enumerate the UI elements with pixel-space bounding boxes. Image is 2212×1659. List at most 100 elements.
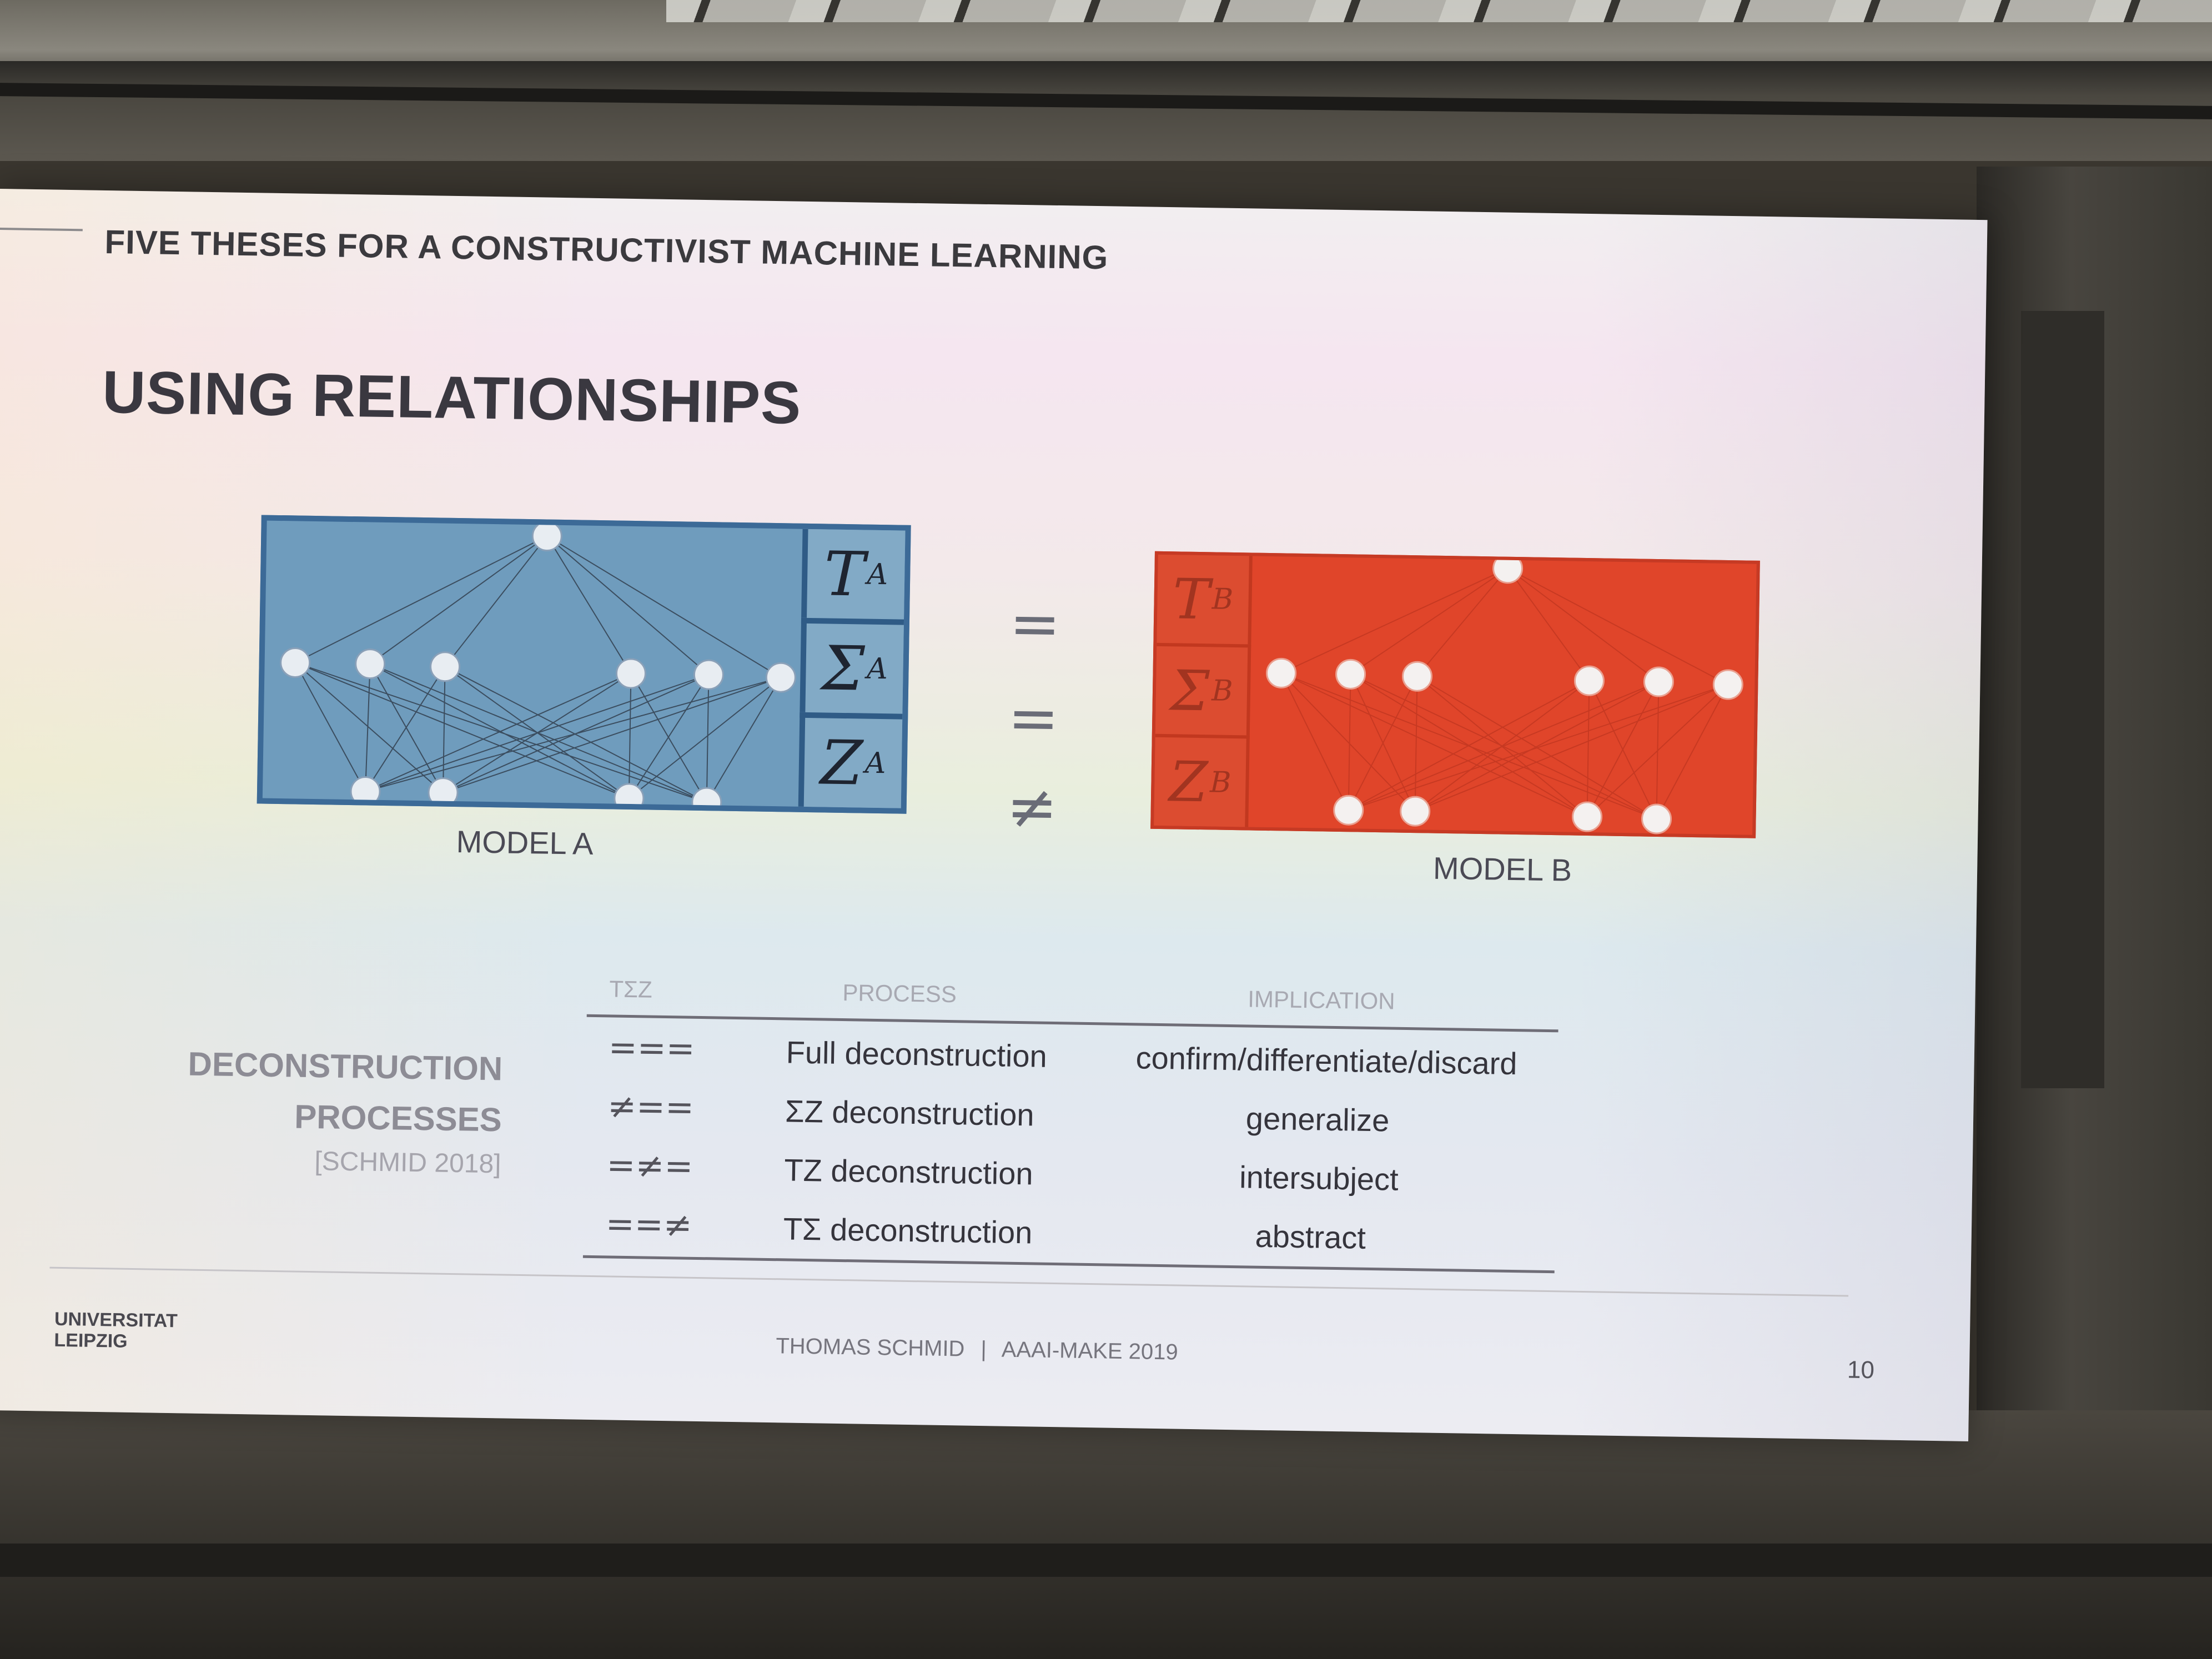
network-edge [1415,681,1659,812]
network-node [1712,669,1743,700]
footer-rule [49,1266,1849,1297]
network-edge [1586,684,1729,817]
network-node [1643,666,1674,697]
network-edge [1507,567,1660,682]
row-symbol: === [608,1027,696,1069]
column-header-implication: IMPLICATION [1247,986,1395,1014]
projected-slide: FIVE THESES FOR A CONSTRUCTIVIST MACHINE… [0,189,1988,1441]
row-implication: abstract [1255,1218,1366,1255]
network-edge [370,535,547,665]
network-node [1333,795,1364,826]
network-edge [365,677,781,792]
network-edge [1280,672,1349,811]
relation-sigma: = [1007,682,1060,755]
row-symbol: ==≠ [605,1203,693,1245]
logo-line2: LEIPZIG [54,1329,128,1352]
param-symbol: Z [1168,749,1209,815]
row-process: TΣ deconstruction [783,1211,1033,1250]
network-edge [365,666,446,792]
row-process: TZ deconstruction [783,1152,1034,1192]
network-edge [1281,672,1588,817]
row-implication: intersubject [1239,1159,1399,1197]
door-post [2021,311,2104,1088]
network-edge [295,535,547,663]
network-edge [1348,674,1351,811]
network-edge [630,673,707,803]
network-node [615,658,646,689]
param-subscript: A [867,557,888,592]
network-edge [1350,567,1509,675]
network-edge [443,677,781,793]
deconstruction-table: TΣZ PROCESS IMPLICATION === Full deconst… [582,970,1559,1274]
network-node [428,777,459,807]
network-node [350,776,381,807]
model-a-network [280,521,796,807]
param-symbol: Σ [821,632,866,705]
network-edge [365,674,709,792]
network-node [1266,657,1297,688]
network-node [693,659,724,690]
row-symbol: =≠= [606,1144,693,1187]
param-subscript: B [1211,582,1234,617]
logo-line1: UNIVERSITAT [54,1308,178,1332]
network-edge [443,666,446,793]
network-edge [295,662,630,799]
network-edge [1281,567,1509,674]
page-number: 10 [1847,1356,1875,1384]
network-edge [546,536,632,674]
column-header-tsz: TΣZ [609,976,653,1003]
network-edge [1280,672,1416,812]
network-edge [628,673,632,798]
network-edge [1656,684,1729,820]
footer-event: AAAI-MAKE 2019 [1001,1337,1179,1365]
network-node [280,647,311,678]
network-node [430,651,461,682]
slide-header: FIVE THESES FOR A CONSTRUCTIVIST MACHINE… [104,223,1109,276]
relation-t: = [1008,587,1062,660]
row-implication: confirm/differentiate/discard [1135,1040,1517,1082]
university-logo: UNIVERSITAT LEIPZIG [54,1309,178,1353]
network-edge [1586,681,1590,817]
network-edge [546,535,781,678]
relation-z: ≠ [1006,771,1058,843]
network-edge [1586,681,1660,817]
column-header-process: PROCESS [842,979,957,1008]
slide-title: USING RELATIONSHIPS [102,358,802,436]
footer-author: THOMAS SCHMID [776,1334,965,1361]
network-edge [1348,676,1418,811]
param-symbol: T [1172,566,1210,632]
param-subscript: A [864,746,886,781]
network-node [1572,801,1603,832]
deconstruction-citation: [SCHMID 2018] [314,1147,501,1179]
network-edge [706,675,710,803]
header-rule [0,227,83,232]
network-edge [294,662,444,793]
model-b-network [1266,554,1743,834]
footer-separator: | [981,1337,987,1362]
deconstruction-label-line2: PROCESSES [294,1098,502,1139]
network-node [531,521,562,552]
deconstruction-label: DECONSTRUCTION PROCESSES [168,1038,503,1145]
row-symbol: ≠== [607,1085,695,1128]
network-node [1335,658,1366,690]
param-symbol: T [823,538,866,610]
screen-bottom-bar [0,1544,2212,1577]
network-edge [546,535,710,675]
network-edge [1348,684,1728,811]
param-symbol: Z [820,727,863,799]
network-edge [629,674,710,799]
network-node [1492,554,1524,584]
network-edge [1348,680,1590,811]
network-edge [365,673,631,792]
network-edge [445,666,707,803]
row-implication: generalize [1245,1100,1390,1138]
deconstruction-label-line1: DECONSTRUCTION [188,1045,503,1088]
network-edge [1414,676,1418,812]
